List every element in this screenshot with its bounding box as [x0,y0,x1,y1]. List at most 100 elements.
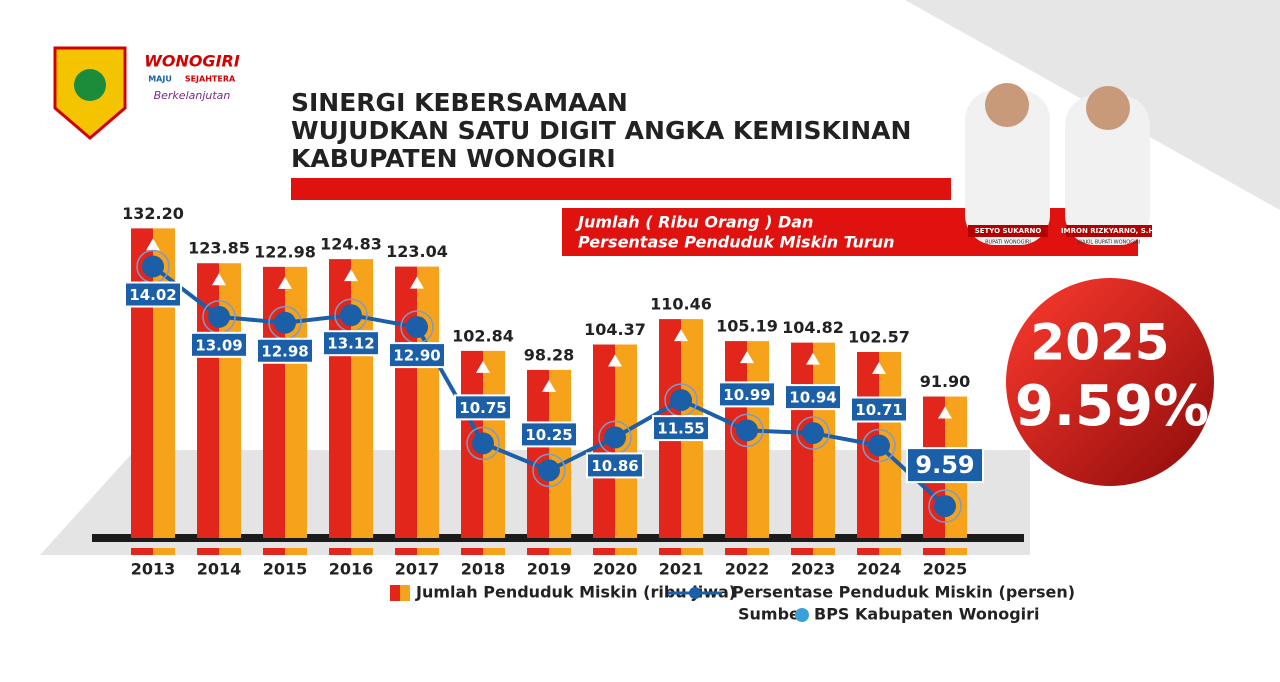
source-label: Sumber [738,605,808,624]
point-halo [928,489,962,523]
bar-label: 123.04 [386,242,448,261]
bar-stub [219,548,241,555]
bar-half [615,344,637,538]
highlight-circle [1006,278,1214,486]
point-label: 10.71 [855,401,902,419]
bar-half [329,259,351,538]
x-tick-label: 2019 [527,560,572,579]
arrow [410,276,424,289]
bar-stub [747,548,769,555]
bar-stub [923,548,945,555]
arrow [608,354,622,367]
point [736,419,758,442]
legend-swatch [400,585,410,601]
arrow [806,352,820,365]
point-label-box [652,415,710,442]
point-label-box [520,421,578,448]
bar-stub [527,548,549,555]
point-label: 10.25 [525,426,572,444]
bar-stub [483,548,505,555]
arrow [278,276,292,289]
point-halo [862,428,896,463]
point [802,422,824,445]
subtitle: Persentase Penduduk Miskin Turun [578,233,895,252]
point-label-box [906,447,984,484]
title-line: KABUPATEN WONOGIRI [291,144,616,173]
x-tick-label: 2022 [725,560,770,579]
bar-label: 102.84 [452,326,514,345]
bar-half [395,266,417,538]
bar-stub [263,548,285,555]
point-label-box [784,384,842,411]
highlight-year: 2025 [1030,314,1169,372]
x-tick-label: 2015 [263,560,308,579]
emblem-center [74,69,106,101]
arrow [146,238,160,251]
point-label-box [454,394,512,421]
bar-label: 104.82 [782,318,844,337]
legend-label: Persentase Penduduk Miskin (persen) [732,583,1075,602]
logo-tag: Berkelanjutan [154,89,231,102]
bar-label: 122.98 [254,242,316,261]
point-label: 12.90 [393,347,440,365]
point [340,304,362,327]
point-label: 10.75 [459,399,506,417]
arrow [476,360,490,373]
point [670,389,692,412]
title-line: SINERGI KEBERSAMAAN [291,88,628,117]
arrow [212,273,226,286]
bar-stub [813,548,835,555]
official-role: WAKIL BUPATI WONOGIRI [1077,240,1140,246]
point [142,255,164,278]
bar-stub [285,548,307,555]
x-tick-label: 2020 [593,560,638,579]
x-tick-label: 2013 [131,560,176,579]
official-name: SETYO SUKARNO [975,227,1042,235]
point-label-box [388,342,446,369]
highlight-value: 9.59% [1015,374,1209,439]
bar-stub [615,548,637,555]
bar-stub [725,548,747,555]
point [274,311,296,334]
point [472,432,494,455]
point-label-box [190,331,248,358]
bar [329,259,373,538]
bar [527,369,571,538]
bar-stub [197,548,219,555]
bar [395,266,439,538]
official: IMRON RIZKYARNO, S.H. WAKIL BUPATI WONOG… [1061,86,1157,246]
bar-stub [681,548,703,555]
official-name: IMRON RIZKYARNO, S.H. [1061,227,1157,235]
arrow [344,269,358,282]
source-icon [795,608,809,622]
point-label: 9.59 [915,451,974,479]
point-label: 11.55 [657,420,704,438]
x-tick-label: 2014 [197,560,242,579]
x-tick-label: 2023 [791,560,836,579]
source: BPS Kabupaten Wonogiri [814,605,1040,624]
bar-label: 98.28 [524,345,575,364]
point [208,305,230,328]
x-tick-label: 2025 [923,560,968,579]
point [604,426,626,449]
point-label-box [256,337,314,364]
logo-tag: SEJAHTERA [185,75,236,84]
bar-stub [351,548,373,555]
bar-half [351,259,373,538]
bar-stub [329,548,351,555]
point-label: 10.86 [591,457,638,475]
point-halo [532,453,566,488]
x-tick-label: 2016 [329,560,374,579]
point-halo [796,416,830,450]
arrow [938,406,952,419]
arrow [872,362,886,375]
logo-tag: MAJU [148,75,172,84]
bar-half [417,266,439,538]
bar-label: 123.85 [188,239,250,258]
bar-half [285,266,307,538]
arrow [740,351,754,364]
point-label-box [322,330,380,357]
official: SETYO SUKARNO BUPATI WONOGIRI [965,83,1050,246]
bar-label: 124.83 [320,235,382,254]
point-label-box [718,381,776,408]
